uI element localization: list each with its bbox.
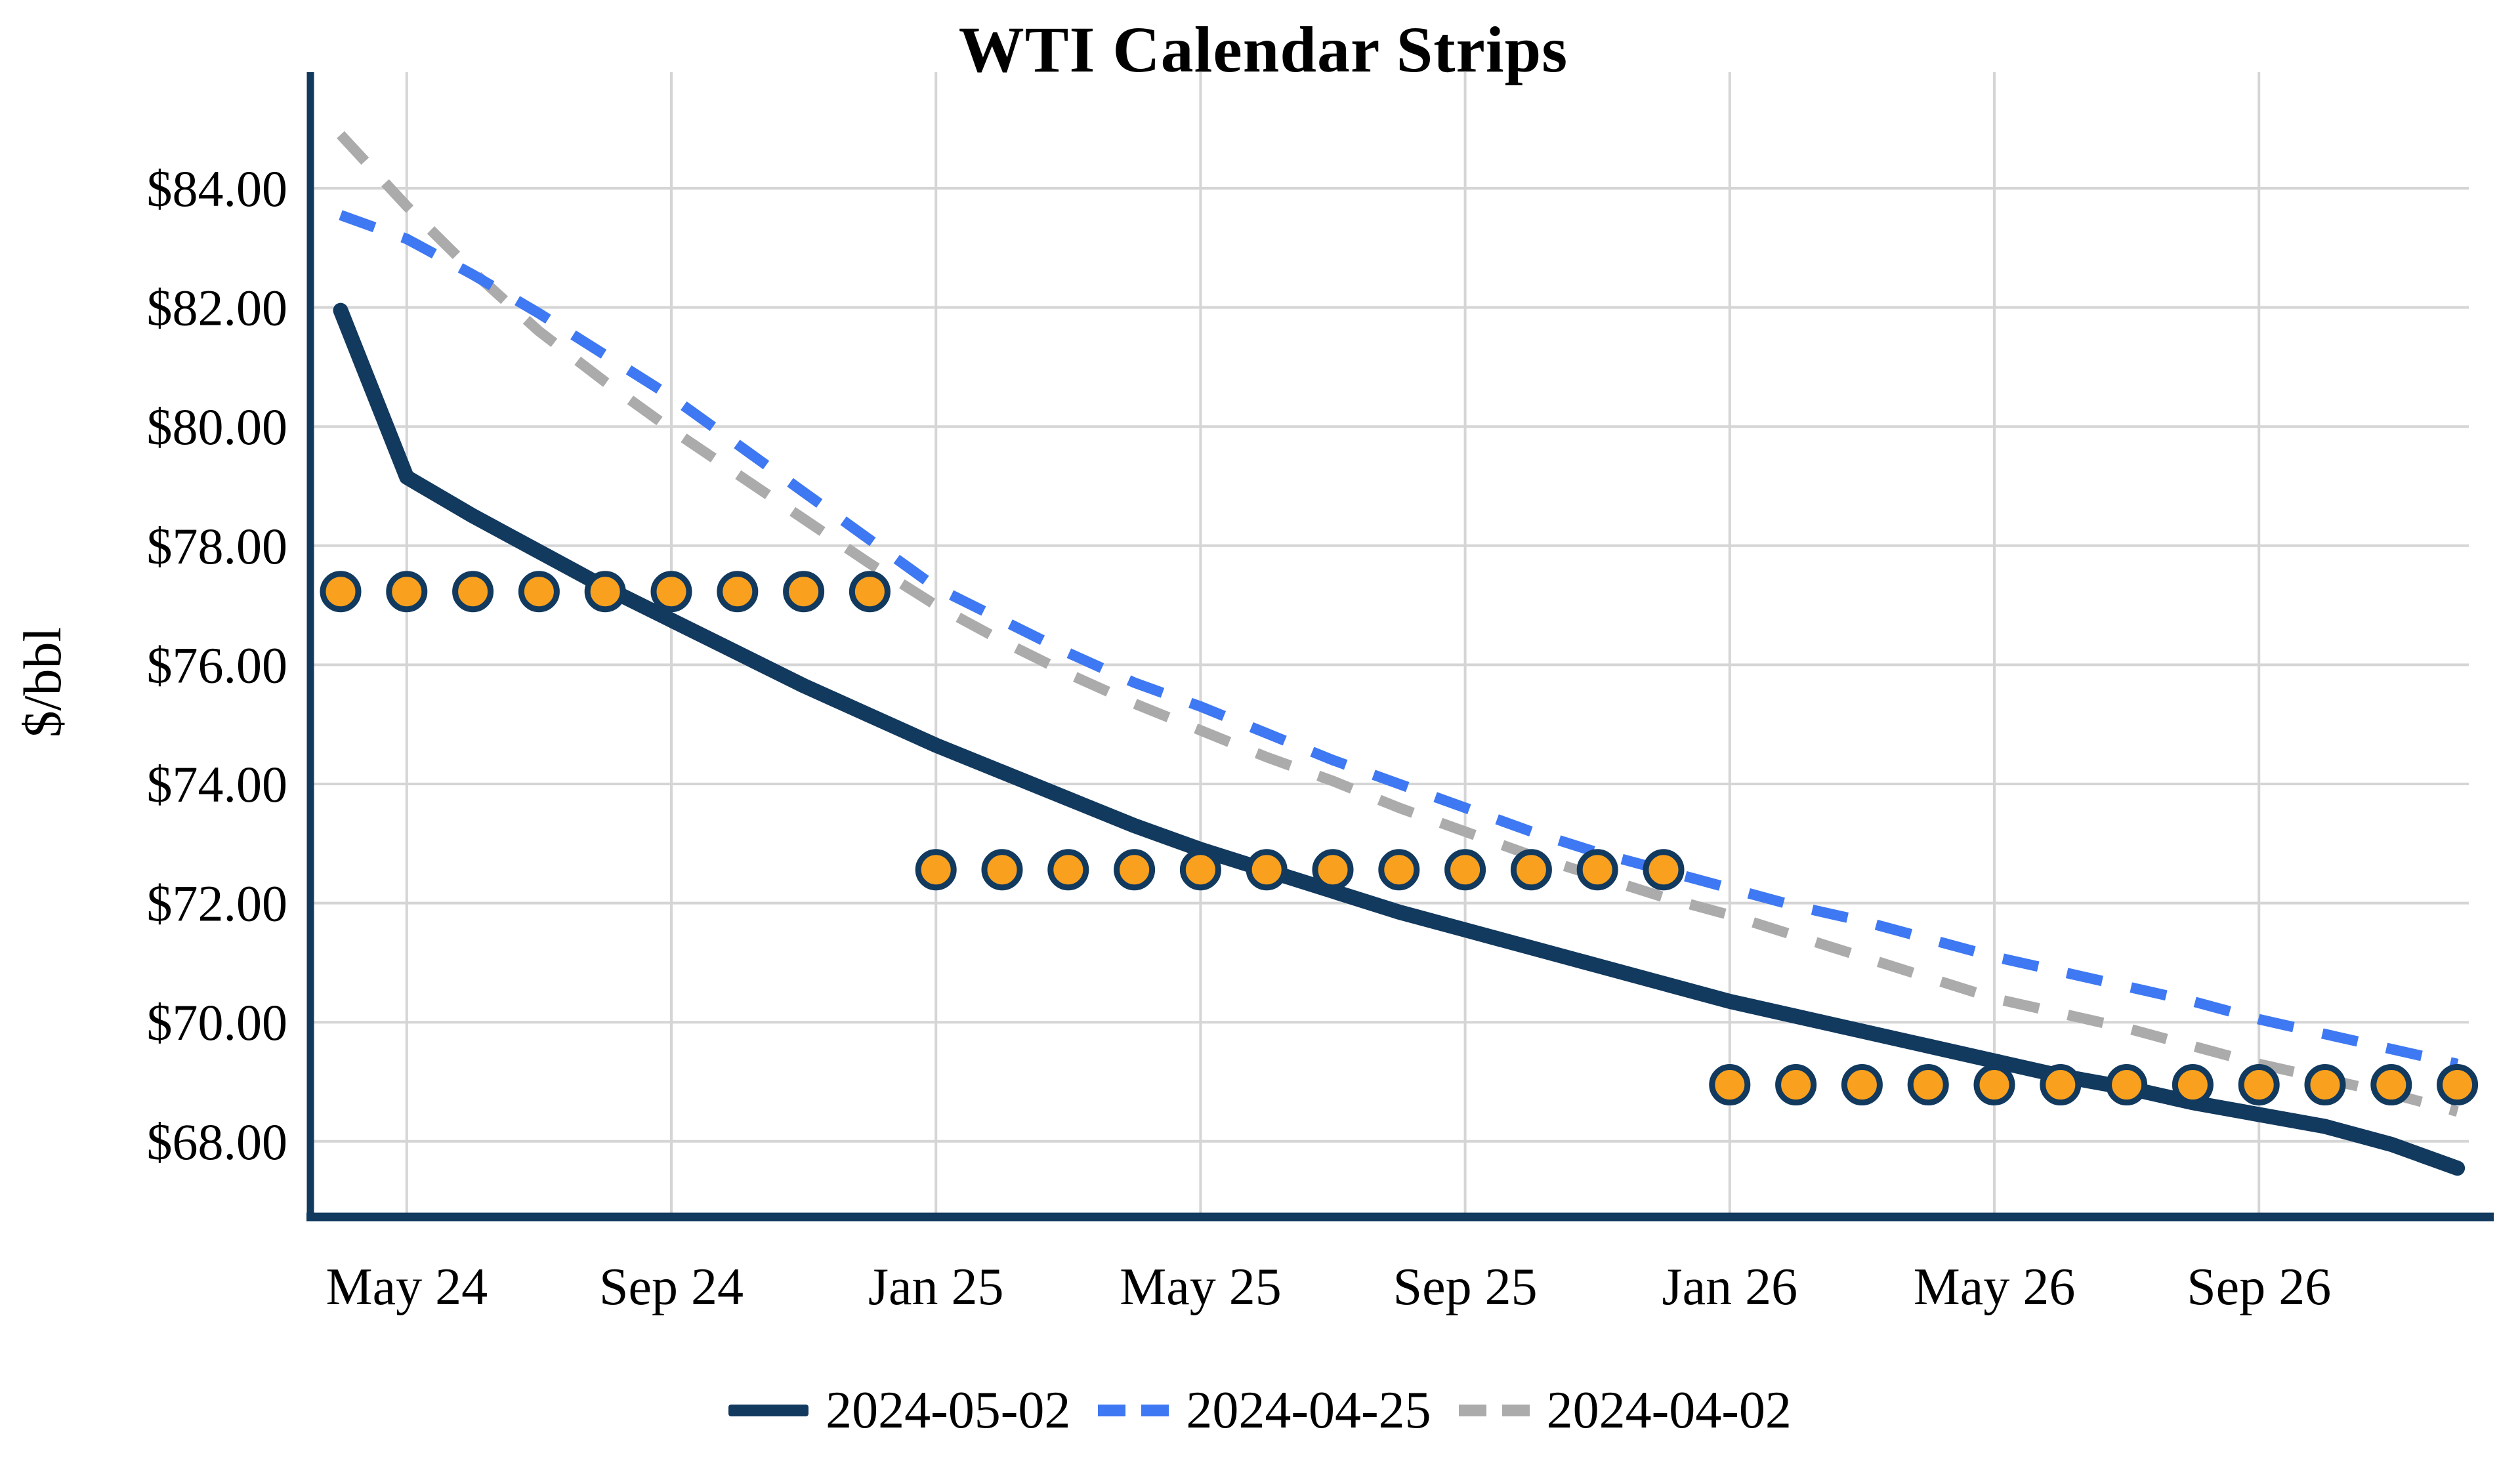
- strip-marker: [650, 571, 692, 613]
- x-tick-label: Sep 25: [1393, 1258, 1538, 1316]
- y-tick-label: $84.00: [147, 160, 288, 217]
- legend-label: 2024-04-25: [1186, 1381, 1431, 1439]
- strip-marker: [1179, 849, 1221, 891]
- strip-marker: [1775, 1064, 1817, 1106]
- legend-label: 2024-04-02: [1546, 1381, 1792, 1439]
- legend-swatch-solid: [728, 1405, 809, 1416]
- x-tick-label: Jan 26: [1662, 1258, 1797, 1316]
- strip-marker: [2040, 1064, 2082, 1106]
- strip-marker: [1576, 849, 1618, 891]
- x-tick-label: Sep 24: [599, 1258, 744, 1316]
- strip-marker: [452, 571, 494, 613]
- strip-marker: [386, 571, 428, 613]
- strip-marker: [584, 571, 626, 613]
- legend: 2024-05-02 2024-04-25 2024-04-02: [0, 1374, 2520, 1447]
- series-line-2024-05-02: [333, 302, 2466, 1176]
- gridlines: [310, 72, 2469, 1217]
- legend-entry-2024-05-02: 2024-05-02: [728, 1381, 1070, 1441]
- x-tick-label: May 25: [1120, 1258, 1282, 1316]
- series-lines: [333, 131, 2466, 1176]
- strip-marker: [2106, 1064, 2148, 1106]
- strip-marker: [1907, 1064, 1949, 1106]
- strip-marker: [717, 571, 759, 613]
- strip-marker: [320, 571, 362, 613]
- strip-marker: [2238, 1064, 2280, 1106]
- strip-marker: [849, 571, 891, 613]
- y-axis-labels: $68.00 $70.00 $72.00 $74.00 $76.00 $78.00 $80.…: [147, 160, 288, 1170]
- y-tick-label: $78.00: [147, 518, 288, 575]
- strip-marker: [1444, 849, 1486, 891]
- strip-marker: [518, 571, 560, 613]
- strip-marker: [2304, 1064, 2346, 1106]
- legend-label: 2024-05-02: [826, 1381, 1071, 1439]
- strip-marker: [1709, 1064, 1751, 1106]
- strip-marker: [1973, 1064, 2015, 1106]
- series-line-2024-04-25: [339, 210, 2459, 1069]
- axis-spines: [306, 72, 2494, 1222]
- legend-entry-2024-04-02: 2024-04-02: [1458, 1381, 1792, 1441]
- y-axis-title-text: $/bbl: [12, 627, 72, 738]
- series-line-2024-04-02: [337, 131, 2459, 1117]
- strip-marker: [1246, 849, 1288, 891]
- y-tick-label: $74.00: [147, 756, 288, 813]
- y-tick-label: $82.00: [147, 279, 288, 337]
- y-tick-label: $70.00: [147, 994, 288, 1051]
- x-tick-label: May 26: [1914, 1258, 2076, 1316]
- x-axis-labels: May 24 Sep 24 Jan 25 May 25 Sep 25 Jan 26 May …: [326, 1258, 2331, 1316]
- strip-marker: [1047, 849, 1089, 891]
- y-tick-label: $80.00: [147, 398, 288, 455]
- legend-swatch-dashed: [1458, 1405, 1530, 1416]
- strip-marker: [2437, 1064, 2479, 1106]
- strip-marker: [1312, 849, 1354, 891]
- strip-marker: [1114, 849, 1156, 891]
- strip-marker: [915, 849, 957, 891]
- strip-markers: [320, 571, 2479, 1106]
- strip-marker: [1643, 849, 1685, 891]
- y-axis-title: $/bbl: [12, 627, 72, 738]
- y-tick-label: $72.00: [147, 875, 288, 932]
- strip-marker: [783, 571, 825, 613]
- x-tick-label: May 24: [326, 1258, 488, 1316]
- strip-marker: [2172, 1064, 2214, 1106]
- legend-entry-2024-04-25: 2024-04-25: [1098, 1381, 1431, 1441]
- y-tick-label: $76.00: [147, 636, 288, 693]
- strip-marker: [1378, 849, 1420, 891]
- strip-marker: [981, 849, 1023, 891]
- legend-swatch-dashed: [1098, 1405, 1169, 1416]
- x-tick-label: Jan 25: [868, 1258, 1004, 1316]
- strip-marker: [2370, 1064, 2412, 1106]
- strip-marker: [1841, 1064, 1883, 1106]
- y-tick-label: $68.00: [147, 1113, 288, 1170]
- x-tick-label: Sep 26: [2187, 1258, 2331, 1316]
- strip-marker: [1510, 849, 1552, 891]
